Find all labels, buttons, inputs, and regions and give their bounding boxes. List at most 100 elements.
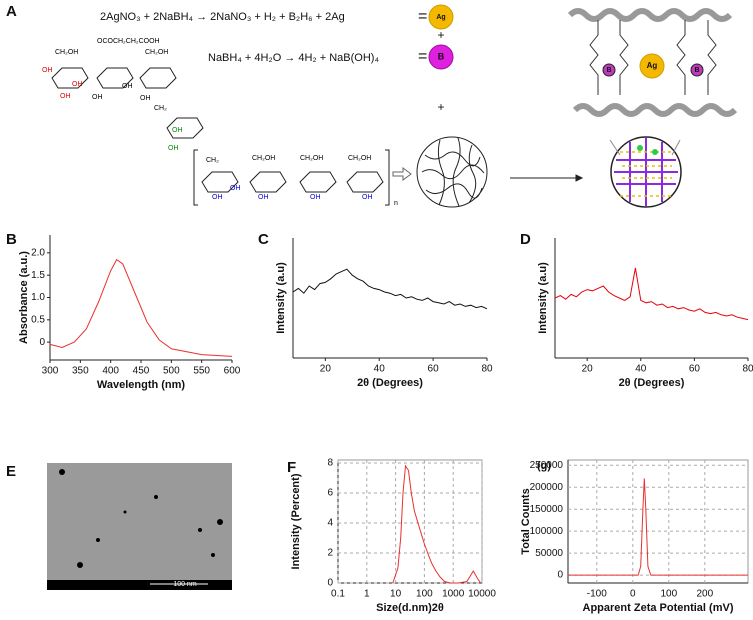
x-axis-title: 2θ (Degrees) bbox=[619, 377, 685, 389]
structure-label: CH₂OH bbox=[252, 155, 275, 162]
plus-sign: + bbox=[437, 28, 444, 42]
y-tick-label: 2 bbox=[327, 548, 333, 559]
y-tick-label: 0.5 bbox=[31, 314, 45, 325]
sugar-ring bbox=[166, 117, 204, 139]
b-label: B bbox=[438, 51, 445, 61]
panel-label: A bbox=[6, 3, 17, 20]
schematic-art bbox=[47, 4, 738, 590]
y-axis-title: Intensity (Percent) bbox=[290, 473, 302, 569]
sugar-ring bbox=[201, 171, 239, 193]
data-line bbox=[392, 464, 482, 584]
structure-label: CH₂OH bbox=[348, 155, 371, 162]
equation: NaBH₄ + 4H₂O → 4H₂ + NaB(OH)₄ bbox=[208, 52, 379, 64]
y-axis-title: Total Counts bbox=[520, 488, 532, 554]
sugar-ring bbox=[96, 67, 134, 89]
panel-label: D bbox=[520, 231, 531, 248]
structure-label: n bbox=[394, 200, 398, 207]
structure-label: OH bbox=[212, 194, 223, 201]
structure-label: CH₂OH bbox=[300, 155, 323, 162]
sugar-ring bbox=[51, 67, 89, 89]
sugar-ring bbox=[299, 171, 337, 193]
ag-label: Ag bbox=[436, 14, 445, 21]
structure-label: OH bbox=[168, 145, 179, 152]
x-tick-label: 0.1 bbox=[331, 589, 345, 600]
y-axis-title: Absorbance (a.u.) bbox=[18, 251, 30, 344]
panel-label: (g) bbox=[537, 460, 551, 472]
x-tick-label: 100 bbox=[416, 589, 433, 600]
x-tick-label: -100 bbox=[587, 589, 607, 600]
structure-label: OH bbox=[362, 194, 373, 201]
data-line bbox=[554, 267, 749, 321]
structure-label: OH bbox=[172, 127, 183, 134]
x-tick-label: 80 bbox=[481, 364, 493, 375]
x-tick-label: 200 bbox=[696, 589, 713, 600]
x-tick-label: 450 bbox=[133, 366, 150, 377]
schematic: 2AgNO₃ + 2NaBH₄ → 2NaNO₃ + H₂ + B₂H₆ + 2… bbox=[42, 8, 700, 207]
panel-label: F bbox=[287, 459, 296, 476]
plot-frame bbox=[337, 459, 483, 584]
data-line bbox=[568, 478, 748, 576]
y-tick-label: 0 bbox=[557, 570, 563, 581]
x-tick-label: 500 bbox=[163, 366, 180, 377]
x-tick-label: 300 bbox=[42, 366, 59, 377]
y-tick-label: 6 bbox=[327, 488, 333, 499]
structure-label: CH₂OH bbox=[145, 49, 168, 56]
y-tick-label: 0 bbox=[327, 578, 333, 589]
x-tick-label: 100 bbox=[660, 589, 677, 600]
panel-label: E bbox=[6, 463, 16, 480]
structure-label: OH bbox=[310, 194, 321, 201]
sugar-ring bbox=[249, 171, 287, 193]
x-tick-label: 350 bbox=[72, 366, 89, 377]
data-line bbox=[49, 258, 233, 357]
x-tick-label: 20 bbox=[582, 364, 594, 375]
y-tick-label: 100000 bbox=[530, 526, 564, 537]
x-tick-label: 550 bbox=[193, 366, 210, 377]
sugar-ring bbox=[139, 67, 177, 89]
y-axis-title: Intensity (a.u) bbox=[537, 262, 549, 334]
ag-label: Ag bbox=[647, 61, 658, 70]
equation: 2AgNO₃ + 2NaBH₄ → 2NaNO₃ + H₂ + B₂H₆ + 2… bbox=[100, 11, 345, 23]
y-axis-title: Intensity (a.u) bbox=[275, 262, 287, 334]
x-tick-label: 40 bbox=[635, 364, 647, 375]
y-tick-label: 1.0 bbox=[31, 292, 45, 303]
x-tick-label: 20 bbox=[320, 364, 332, 375]
structure-label: OH bbox=[92, 94, 103, 101]
structure-label: CH₂ bbox=[206, 157, 219, 164]
x-tick-label: 40 bbox=[374, 364, 386, 375]
y-tick-label: 8 bbox=[327, 458, 333, 469]
x-tick-label: 1000 bbox=[442, 589, 465, 600]
x-axis-title: Wavelength (nm) bbox=[97, 379, 186, 391]
structure-label: OCOCH₂CH₂COOH bbox=[97, 38, 160, 45]
structure-label: OH bbox=[60, 93, 71, 100]
x-tick-label: 80 bbox=[742, 364, 753, 375]
structure-label: OH bbox=[230, 185, 241, 192]
structure-label: CH₂OH bbox=[55, 49, 78, 56]
y-tick-label: 200000 bbox=[530, 482, 564, 493]
sugar-ring bbox=[346, 171, 384, 193]
data-line bbox=[292, 268, 488, 310]
panel-label: C bbox=[258, 231, 269, 248]
b-label: B bbox=[606, 67, 611, 74]
equals-sign: = bbox=[418, 8, 427, 25]
x-tick-label: 10 bbox=[390, 589, 402, 600]
x-tick-label: 60 bbox=[428, 364, 440, 375]
y-tick-label: 1.5 bbox=[31, 270, 45, 281]
b-label: B bbox=[694, 67, 699, 74]
y-tick-label: 2.0 bbox=[31, 247, 45, 258]
scale-bar-label: 100 nm bbox=[173, 581, 197, 588]
x-tick-label: 1 bbox=[364, 589, 370, 600]
y-tick-label: 4 bbox=[327, 518, 333, 529]
structure-label: OH bbox=[258, 194, 269, 201]
x-axis-title: 2θ (Degrees) bbox=[357, 377, 423, 389]
x-tick-label: 0 bbox=[630, 589, 636, 600]
x-tick-label: 600 bbox=[224, 366, 241, 377]
y-tick-label: 150000 bbox=[530, 504, 564, 515]
structure-label: OH bbox=[42, 67, 53, 74]
x-tick-label: 60 bbox=[689, 364, 701, 375]
y-tick-label: 250000 bbox=[530, 460, 564, 471]
structure-label: CH₂ bbox=[154, 105, 167, 112]
x-tick-label: 400 bbox=[102, 366, 119, 377]
x-axis-title: Size(d.nm)2θ bbox=[376, 602, 444, 614]
